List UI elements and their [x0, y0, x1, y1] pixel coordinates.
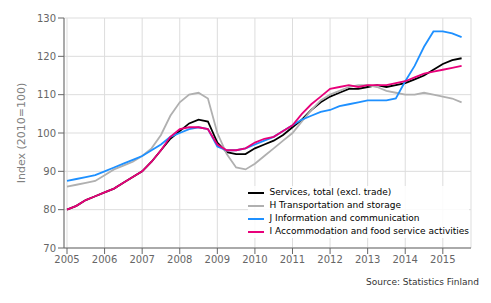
svg-text:70: 70	[43, 243, 56, 254]
svg-text:80: 80	[43, 204, 56, 215]
svg-text:120: 120	[37, 51, 56, 62]
svg-text:2015: 2015	[430, 254, 455, 265]
html-text:I Accommodation and food servi: I Accommodation and food service activit…	[269, 226, 469, 236]
svg-text:2010: 2010	[242, 254, 267, 265]
svg-text:2014: 2014	[393, 254, 418, 265]
svg-text:Index (2010=100): Index (2010=100)	[15, 83, 28, 184]
html-text:Source: Statistics Finland: Source: Statistics Finland	[366, 277, 479, 287]
svg-text:90: 90	[43, 166, 56, 177]
svg-text:130: 130	[37, 13, 56, 24]
html-text:Services, total (excl. trade): Services, total (excl. trade)	[269, 187, 392, 197]
svg-text:2008: 2008	[167, 254, 192, 265]
svg-text:2011: 2011	[280, 254, 305, 265]
svg-text:100: 100	[37, 128, 56, 139]
html-text:J Information and communicatio: J Information and communication	[269, 213, 420, 223]
svg-text:2007: 2007	[129, 254, 154, 265]
svg-text:2006: 2006	[92, 254, 117, 265]
svg-text:2012: 2012	[317, 254, 342, 265]
svg-text:2009: 2009	[205, 254, 230, 265]
svg-text:2013: 2013	[355, 254, 380, 265]
svg-text:2005: 2005	[54, 254, 79, 265]
html-text:H Transportation and storage: H Transportation and storage	[269, 200, 401, 210]
svg-text:110: 110	[37, 89, 56, 100]
